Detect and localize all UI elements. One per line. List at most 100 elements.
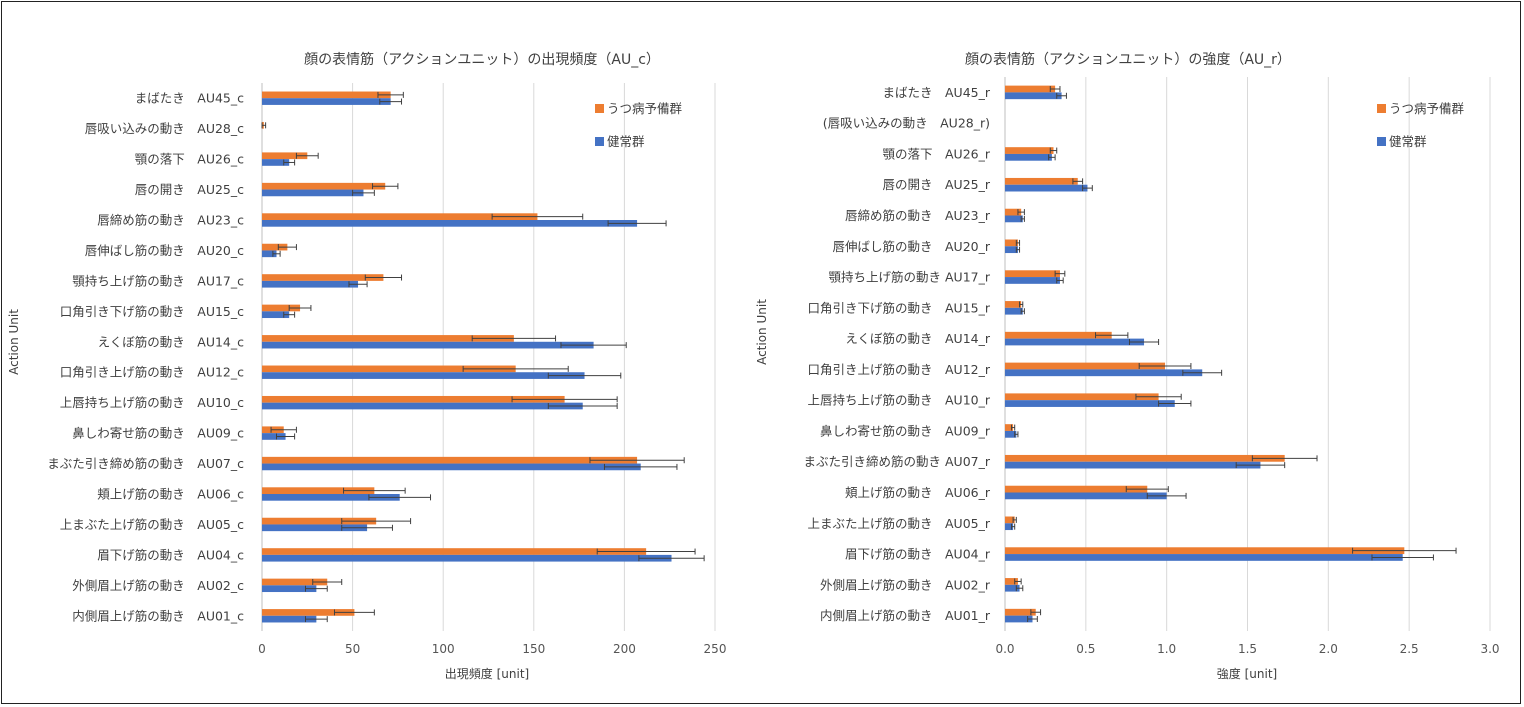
chart-intensity: 顔の表情筋（アクションユニット）の強度（AU_r） 強度 [unit] Acti… <box>755 51 1500 681</box>
bar-healthy <box>262 524 368 532</box>
bar-healthy <box>1005 400 1175 407</box>
bar-depression <box>262 274 384 281</box>
x-tick-label: 0 <box>258 642 266 656</box>
category-label: (唇吸い込みの動き AU28_r) <box>823 116 990 131</box>
y-axis-label: Action Unit <box>755 299 769 365</box>
bar-healthy <box>1005 461 1261 469</box>
category-label: 上まぶた上げ筋の動き AU05_c <box>60 517 244 532</box>
legend-label-healthy: 健常群 <box>607 134 645 149</box>
bar-healthy <box>1005 92 1062 100</box>
bar-depression <box>1005 485 1148 493</box>
category-label: 上唇持ち上げ筋の動き AU10_r <box>808 393 991 408</box>
bar-healthy <box>1005 554 1403 561</box>
category-label: 唇伸ばし筋の動き AU20_r <box>833 239 991 254</box>
bar-healthy <box>262 554 672 562</box>
category-label: 唇締め筋の動き AU23_c <box>97 213 244 228</box>
bar-healthy <box>262 220 638 227</box>
x-tick-label: 3.0 <box>1480 642 1499 656</box>
category-label: 眉下げ筋の動き AU04_c <box>97 547 244 562</box>
legend-label-depression: うつ病予備群 <box>607 101 683 116</box>
bar-healthy <box>1005 523 1014 531</box>
bar-healthy <box>1005 215 1023 223</box>
bar-healthy <box>1005 430 1017 438</box>
legend-swatch-healthy <box>595 137 604 146</box>
bar-depression <box>262 609 355 616</box>
category-label: 顎の落下 AU26_c <box>135 152 244 167</box>
bar-depression <box>262 578 328 586</box>
bar-healthy <box>262 341 594 349</box>
bar-healthy <box>1005 246 1018 254</box>
bar-depression <box>262 304 301 312</box>
bar-depression <box>1005 516 1015 524</box>
bar-healthy <box>1005 369 1203 377</box>
bar-depression <box>1005 608 1036 616</box>
bar-depression <box>262 487 375 494</box>
bar-healthy <box>1005 153 1052 161</box>
bar-healthy <box>1005 492 1167 500</box>
bar-depression <box>1005 454 1285 462</box>
bar-healthy <box>262 280 359 288</box>
gridlines <box>1085 77 1491 631</box>
bar-depression <box>1005 331 1112 339</box>
bar-healthy <box>262 615 317 623</box>
category-label: まぶた引き締め筋の動き AU07_c <box>47 456 244 471</box>
bar-healthy <box>262 250 277 258</box>
x-tick-label: 50 <box>345 642 360 656</box>
x-tick-label: 200 <box>613 642 636 656</box>
category-label: 口角引き下げ筋の動き AU15_c <box>60 304 244 319</box>
bar-healthy <box>262 402 583 410</box>
category-label: 唇の開き AU25_r <box>883 177 991 192</box>
category-label: 唇伸ばし筋の動き AU20_c <box>85 243 244 258</box>
category-label: 鼻しわ寄せ筋の動き AU09_r <box>820 423 991 438</box>
category-label: 頬上げ筋の動き AU06_r <box>845 485 991 500</box>
bar-depression <box>1005 208 1022 216</box>
category-label: まぶた引き締め筋の動き AU07_r <box>804 454 991 469</box>
bar-healthy <box>262 494 400 501</box>
bar-healthy <box>262 585 317 593</box>
y-axis-label: Action Unit <box>7 309 21 375</box>
x-tick-label: 250 <box>704 642 727 656</box>
category-label: 眉下げ筋の動き AU04_r <box>845 547 991 562</box>
category-label: 唇締め筋の動き AU23_r <box>845 208 991 223</box>
bar-depression <box>1005 362 1166 370</box>
bar-depression <box>262 243 288 251</box>
chart-frequency: 顔の表情筋（アクションユニット）の出現頻度（AU_c） 出現頻度 [unit] … <box>7 51 726 681</box>
x-tick-label: 2.5 <box>1400 642 1419 656</box>
category-label: 顎持ち上げ筋の動き AU17_r <box>829 270 991 285</box>
bar-depression <box>262 548 647 555</box>
bar-healthy <box>262 98 391 105</box>
bar-depression <box>262 335 514 342</box>
legend-swatch-depression <box>1377 104 1386 113</box>
bar-healthy <box>1005 338 1145 346</box>
bar-healthy <box>1005 615 1033 623</box>
category-label: 頬上げ筋の動き AU06_c <box>97 487 244 502</box>
bar-depression <box>1005 177 1078 185</box>
bar-healthy <box>1005 277 1060 284</box>
bar-healthy <box>262 311 290 319</box>
category-label: 上まぶた上げ筋の動き AU05_r <box>808 516 991 531</box>
bar-depression <box>1005 147 1054 154</box>
x-tick-label: 0.5 <box>1076 642 1095 656</box>
chart-title: 顔の表情筋（アクションユニット）の出現頻度（AU_c） <box>304 51 660 68</box>
chart-title: 顔の表情筋（アクションユニット）の強度（AU_r） <box>965 51 1291 68</box>
bar-healthy <box>262 159 290 166</box>
x-tick-label: 1.0 <box>1157 642 1176 656</box>
legend-swatch-depression <box>595 104 604 113</box>
x-axis-label: 強度 [unit] <box>1217 666 1277 681</box>
bar-depression <box>262 91 391 99</box>
legend-label-depression: うつ病予備群 <box>1389 101 1465 116</box>
bar-depression <box>1005 270 1060 278</box>
bar-healthy <box>1005 584 1020 592</box>
category-label: 内側眉上げ筋の動き AU01_r <box>820 608 991 623</box>
category-label: 唇の開き AU25_c <box>135 182 244 197</box>
bar-healthy <box>1005 307 1023 315</box>
bar-depression <box>1005 424 1014 431</box>
x-tick-label: 0.0 <box>995 642 1014 656</box>
category-label: えくぼ筋の動き AU14_r <box>845 331 990 346</box>
bar-depression <box>262 182 386 190</box>
bar-healthy <box>1005 184 1088 192</box>
category-label: 上唇持ち上げ筋の動き AU10_c <box>60 395 244 410</box>
bar-depression <box>262 365 516 373</box>
